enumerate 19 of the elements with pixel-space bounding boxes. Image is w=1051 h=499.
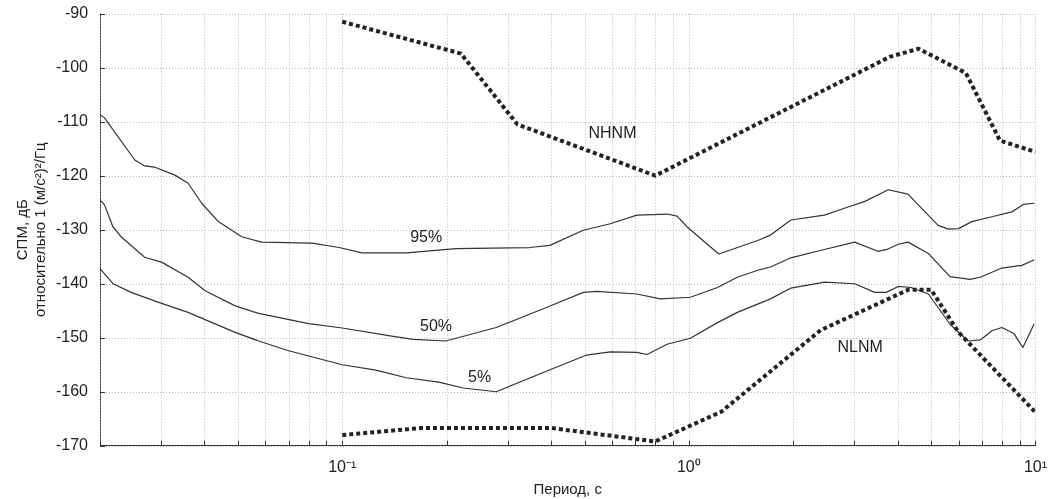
y-tick-label: -110: [57, 112, 89, 130]
series-label: 5%: [468, 368, 492, 386]
series-label: NHNM: [588, 124, 637, 142]
x-axis-title: Период, с: [533, 480, 603, 498]
x-tick-label: 10¹: [1023, 457, 1047, 475]
x-tick-label: 10⁰: [676, 457, 701, 475]
y-tick-label: -150: [55, 328, 89, 346]
x-tick-label: 10⁻¹: [328, 457, 357, 475]
y-tick-label: -120: [55, 166, 89, 184]
y-tick-label: -170: [55, 436, 89, 454]
series-label: 95%: [410, 227, 443, 245]
y-tick-label: -130: [55, 220, 89, 238]
y-tick-label: -100: [55, 58, 89, 76]
y-tick-label: -90: [64, 4, 89, 22]
y-tick-label: -140: [55, 274, 89, 292]
series-label: NLNM: [837, 338, 883, 356]
y-tick-label: -160: [55, 382, 89, 400]
y-axis-title: СПМ, дБ относительно 1 (м/с²)²/Гц: [13, 141, 49, 318]
series-label: 50%: [419, 316, 453, 334]
